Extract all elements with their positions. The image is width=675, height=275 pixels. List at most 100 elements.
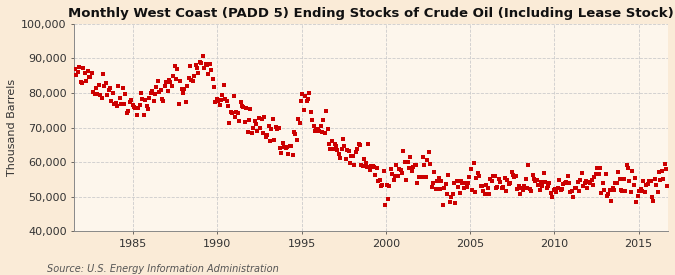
Point	[133, 105, 144, 110]
Point	[618, 177, 629, 181]
Point	[307, 118, 318, 122]
Point	[414, 175, 425, 179]
Point	[140, 98, 151, 102]
Point	[466, 167, 477, 171]
Point	[549, 186, 560, 191]
Point	[647, 195, 657, 199]
Point	[385, 167, 396, 172]
Point	[427, 181, 438, 185]
Point	[250, 122, 261, 126]
Point	[539, 170, 549, 175]
Point	[561, 180, 572, 184]
Point	[172, 67, 183, 71]
Point	[335, 156, 346, 160]
Point	[157, 96, 167, 101]
Point	[484, 192, 495, 196]
Point	[210, 100, 221, 104]
Point	[435, 187, 446, 191]
Point	[416, 175, 427, 180]
Point	[224, 121, 235, 125]
Point	[535, 180, 546, 184]
Point	[86, 71, 97, 75]
Point	[294, 121, 305, 125]
Point	[461, 185, 472, 189]
Point	[249, 119, 260, 123]
Point	[412, 180, 423, 185]
Point	[453, 185, 464, 189]
Point	[159, 84, 170, 88]
Point	[520, 177, 531, 181]
Point	[231, 110, 242, 114]
Point	[275, 146, 286, 150]
Point	[345, 161, 356, 165]
Point	[357, 164, 368, 168]
Point	[597, 181, 608, 185]
Point	[423, 150, 434, 155]
Point	[258, 130, 269, 135]
Point	[583, 180, 594, 185]
Point	[402, 160, 413, 164]
Point	[576, 171, 587, 175]
Point	[398, 149, 409, 153]
Point	[600, 172, 611, 177]
Point	[290, 132, 301, 136]
Point	[280, 146, 291, 150]
Point	[452, 179, 462, 183]
Point	[504, 182, 514, 186]
Point	[228, 94, 239, 99]
Point	[522, 186, 533, 190]
Point	[605, 198, 616, 203]
Point	[616, 188, 626, 192]
Point	[586, 178, 597, 182]
Point	[519, 183, 530, 188]
Point	[230, 115, 240, 119]
Point	[154, 89, 165, 94]
Point	[662, 184, 673, 189]
Point	[533, 182, 543, 187]
Point	[358, 157, 369, 161]
Point	[467, 188, 478, 192]
Point	[92, 92, 103, 96]
Point	[115, 96, 126, 100]
Point	[591, 171, 601, 176]
Point	[492, 185, 503, 189]
Point	[223, 103, 234, 108]
Point	[196, 61, 207, 65]
Point	[530, 179, 541, 183]
Point	[601, 194, 612, 198]
Point	[548, 187, 559, 192]
Point	[374, 178, 385, 183]
Point	[272, 127, 283, 131]
Point	[419, 163, 430, 167]
Point	[657, 177, 668, 181]
Title: Monthly West Coast (PADD 5) Ending Stocks of Crude Oil (Including Lease Stock): Monthly West Coast (PADD 5) Ending Stock…	[68, 7, 674, 20]
Point	[106, 99, 117, 103]
Point	[468, 160, 479, 165]
Point	[346, 153, 357, 158]
Point	[80, 71, 90, 76]
Point	[75, 80, 86, 85]
Point	[387, 171, 398, 176]
Point	[263, 124, 274, 129]
Point	[418, 155, 429, 159]
Point	[613, 170, 624, 174]
Point	[349, 163, 360, 167]
Point	[506, 170, 517, 175]
Point	[568, 195, 578, 200]
Point	[321, 109, 331, 113]
Point	[138, 113, 149, 117]
Point	[624, 179, 635, 183]
Point	[439, 186, 450, 191]
Point	[238, 105, 249, 109]
Point	[81, 79, 92, 83]
Point	[495, 180, 506, 185]
Point	[523, 163, 534, 167]
Point	[261, 135, 271, 139]
Point	[99, 84, 110, 88]
Point	[626, 189, 637, 194]
Point	[603, 192, 614, 196]
Point	[242, 130, 253, 135]
Point	[205, 62, 215, 66]
Point	[575, 178, 586, 183]
Point	[392, 174, 403, 178]
